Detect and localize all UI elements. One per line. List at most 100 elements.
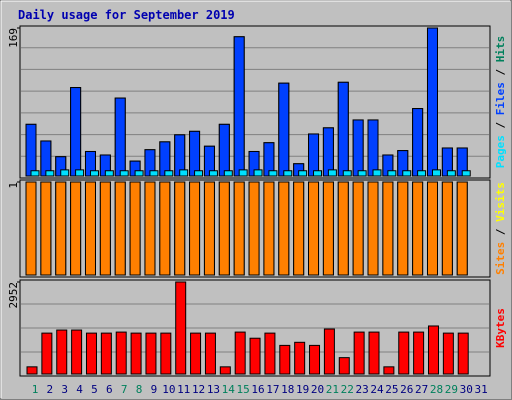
bar bbox=[89, 170, 99, 177]
x-tick-label: 10 bbox=[162, 383, 175, 396]
bar bbox=[189, 130, 201, 177]
x-tick-label: 1 bbox=[32, 383, 39, 396]
x-tick-label: 13 bbox=[207, 383, 220, 396]
x-tick-label: 29 bbox=[445, 383, 458, 396]
bar bbox=[442, 332, 454, 375]
bar bbox=[342, 170, 352, 177]
bar bbox=[309, 344, 321, 375]
legend-entry: Files bbox=[494, 82, 507, 115]
bar bbox=[426, 27, 438, 177]
bar bbox=[130, 332, 142, 375]
x-tick-label: 3 bbox=[61, 383, 68, 396]
x-tick-label: 8 bbox=[136, 383, 143, 396]
bar bbox=[337, 81, 349, 177]
x-tick-label: 7 bbox=[121, 383, 128, 396]
bar bbox=[219, 366, 231, 375]
legend-entry: Pages bbox=[494, 135, 507, 168]
bar bbox=[352, 181, 364, 276]
x-tick-label: 16 bbox=[251, 383, 264, 396]
bar bbox=[368, 331, 380, 375]
bar bbox=[45, 170, 55, 177]
bar bbox=[313, 170, 323, 177]
x-tick-label: 4 bbox=[76, 383, 83, 396]
bar bbox=[249, 337, 261, 375]
x-tick-label: 22 bbox=[341, 383, 354, 396]
x-tick-label: 12 bbox=[192, 383, 205, 396]
x-tick-label: 23 bbox=[356, 383, 369, 396]
bar bbox=[338, 357, 350, 375]
legend: Sites / Visits bbox=[494, 182, 507, 275]
bar bbox=[372, 169, 382, 177]
y-tick-label: 169 bbox=[7, 28, 20, 48]
bar bbox=[159, 181, 171, 276]
bar bbox=[208, 170, 218, 177]
bar bbox=[238, 169, 248, 177]
bar bbox=[357, 170, 367, 177]
bar bbox=[234, 331, 246, 375]
bar bbox=[56, 329, 68, 375]
bar bbox=[179, 169, 189, 177]
bar bbox=[129, 181, 141, 276]
bar bbox=[99, 181, 111, 276]
bar bbox=[264, 332, 276, 375]
legend: KBytes bbox=[494, 308, 507, 348]
bar bbox=[398, 331, 410, 375]
bar bbox=[397, 181, 409, 276]
bar bbox=[279, 344, 291, 375]
bar bbox=[41, 332, 53, 375]
bar bbox=[145, 332, 157, 375]
bar bbox=[441, 181, 453, 276]
bar bbox=[308, 181, 320, 276]
x-tick-label: 18 bbox=[281, 383, 294, 396]
bar bbox=[248, 181, 260, 276]
bar bbox=[322, 127, 334, 177]
bar bbox=[327, 169, 337, 177]
legend-separator: / bbox=[494, 222, 507, 242]
bar bbox=[278, 181, 290, 276]
bar bbox=[85, 332, 97, 375]
bar bbox=[413, 331, 425, 375]
bar bbox=[218, 123, 230, 177]
bar bbox=[457, 332, 469, 375]
bar bbox=[293, 181, 305, 276]
x-tick-label: 6 bbox=[106, 383, 113, 396]
legend-separator: / bbox=[494, 62, 507, 82]
bar bbox=[40, 181, 52, 276]
x-tick-label: 21 bbox=[326, 383, 339, 396]
bar bbox=[190, 332, 202, 375]
bar bbox=[55, 181, 67, 276]
x-tick-label: 25 bbox=[385, 383, 398, 396]
bar bbox=[431, 169, 441, 177]
x-tick-label: 15 bbox=[237, 383, 250, 396]
bar bbox=[75, 169, 85, 177]
bar bbox=[298, 170, 308, 177]
x-tick-label: 26 bbox=[400, 383, 413, 396]
legend-entry: Sites bbox=[494, 242, 507, 275]
bar bbox=[387, 170, 397, 177]
bar bbox=[71, 329, 83, 375]
bar bbox=[426, 181, 438, 276]
bar bbox=[367, 181, 379, 276]
bar bbox=[114, 97, 126, 177]
x-tick-label: 28 bbox=[430, 383, 443, 396]
bar bbox=[218, 181, 230, 276]
bar bbox=[84, 181, 96, 276]
bar bbox=[263, 181, 275, 276]
bar bbox=[308, 133, 320, 177]
bar bbox=[352, 119, 364, 177]
x-tick-label: 17 bbox=[266, 383, 279, 396]
bar bbox=[30, 170, 40, 177]
bar bbox=[203, 181, 215, 276]
bar bbox=[70, 181, 82, 276]
bar bbox=[412, 181, 424, 276]
bar bbox=[204, 332, 216, 375]
bar bbox=[446, 170, 456, 177]
x-tick-label: 5 bbox=[91, 383, 98, 396]
bar bbox=[461, 170, 471, 177]
bar bbox=[160, 332, 172, 375]
bar bbox=[119, 170, 129, 177]
bar bbox=[283, 170, 293, 177]
bar bbox=[233, 36, 245, 177]
bar bbox=[100, 332, 112, 375]
